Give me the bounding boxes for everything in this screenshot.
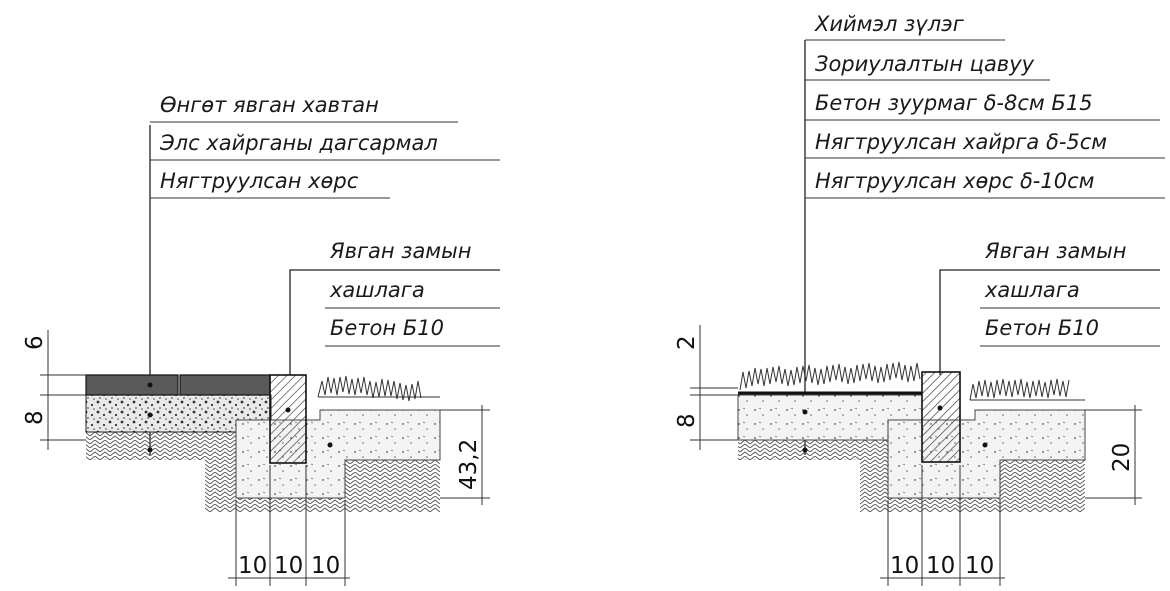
right-layer-label-5: Нягтруулсан хөрс δ-10см [815,169,1095,193]
right-dim-h-10-2: 10 [926,553,955,579]
right-curb-label-3: Бетон Б10 [985,316,1099,340]
left-curb-label-3: Бетон Б10 [330,316,444,340]
left-soil-layer [86,432,236,460]
right-dim-h-10-1: 10 [890,553,919,579]
right-layer-label-4: Нягтруулсан хайрга δ-5см [815,130,1107,154]
left-curb [269,374,307,464]
left-dim-8: 8 [22,410,48,425]
right-layer-label-1: Хиймэл зүлэг [814,12,965,36]
right-dim-20: 20 [1109,443,1135,472]
left-paving-tile [179,374,271,396]
left-paving-tile [85,374,179,396]
left-dim-h-10-2: 10 [274,553,303,579]
right-curb [921,371,961,463]
left-dim-6: 6 [22,335,48,350]
left-dim-h-10-1: 10 [238,553,267,579]
right-dim-h-10-3: 10 [965,553,994,579]
left-dim-43-2: 43,2 [456,439,482,490]
right-grass [969,378,1070,401]
left-curb-label-2: хашлага [329,278,425,302]
left-layer-label-1: Өнгөт явган хавтан [160,93,379,117]
right-soil-foundation [860,460,1085,512]
left-grass [317,375,422,402]
right-section: Хиймэл зүлэг Зориулалтын цавуу Бетон зуу… [674,12,1165,586]
right-soil-layer [738,440,888,460]
right-artificial-turf [739,361,921,391]
right-curb-label-2: хашлага [984,278,1080,302]
left-layer-label-3: Нягтруулсан хөрс [160,169,359,193]
left-section: Өнгөт явган хавтан Элс хайрганы дагсарма… [22,93,500,586]
left-soil-foundation [205,460,440,512]
right-curb-label-1: Явган замын [984,239,1126,263]
right-layer-label-3: Бетон зуурмаг δ-8см Б15 [815,91,1093,115]
left-curb-label-1: Явган замын [329,239,471,263]
right-layer-label-2: Зориулалтын цавуу [815,52,1035,76]
right-dim-2: 2 [674,335,700,350]
right-dim-8: 8 [674,413,700,428]
left-dim-h-10-3: 10 [311,553,340,579]
left-layer-label-2: Элс хайрганы дагсармал [159,131,438,155]
